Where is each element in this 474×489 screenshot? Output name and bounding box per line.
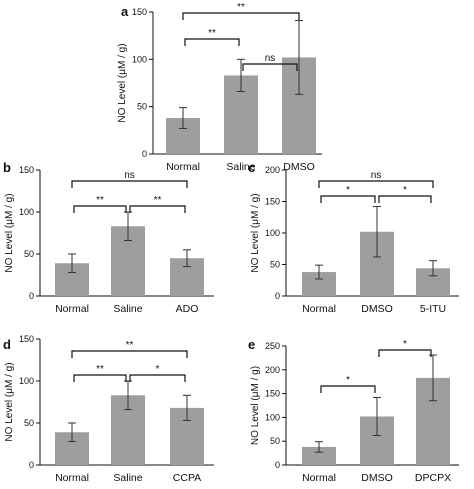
significance-bracket (71, 350, 188, 358)
y-tick-label: 150 (132, 7, 147, 17)
significance-bracket (378, 349, 432, 357)
y-tick-label: 0 (29, 291, 34, 301)
y-tick-label: 100 (19, 207, 34, 217)
category-label: Normal (166, 161, 200, 173)
chart-panel-b: b 0 50 100 150 NO Level (μM / g) Normal Saline A… (3, 160, 214, 315)
significance-label: ns (371, 170, 382, 181)
chart-panel-d: d 0 50 100 150 NO Level (μM / g) Normal Saline C… (3, 334, 214, 484)
significance-bracket (73, 374, 127, 382)
panel-label: d (3, 337, 11, 352)
y-tick-label: 50 (270, 260, 280, 270)
y-tick-label: 50 (24, 249, 34, 259)
panel-label: b (3, 160, 11, 175)
significance-label: ** (126, 340, 134, 351)
bar (302, 446, 336, 465)
y-tick-label: 200 (265, 165, 280, 175)
y-tick-label: 100 (19, 376, 34, 386)
chart-panel-e: e 0 50 100 150 200 250 NO Level (μM / g) Normal D… (248, 337, 459, 484)
significance-bracket (378, 195, 432, 203)
category-label: 5-ITU (420, 303, 446, 315)
category-label: ADO (176, 303, 199, 315)
chart-panel-a: a 0 50 100 150 NO Level (μM / g) Normal Saline D… (117, 2, 322, 173)
significance-bracket (129, 374, 186, 382)
category-label: Normal (55, 303, 89, 315)
significance-bracket (71, 180, 188, 188)
significance-label: ns (124, 170, 135, 181)
significance-label: * (403, 339, 407, 350)
category-label: Saline (113, 472, 142, 484)
y-axis-label: NO Level (μM / g) (250, 193, 261, 272)
significance-label: ns (265, 53, 276, 64)
category-label: Saline (226, 161, 255, 173)
y-tick-label: 50 (270, 436, 280, 446)
category-label: Saline (113, 303, 142, 315)
y-tick-label: 250 (265, 341, 280, 351)
chart-panel-c: c 0 50 100 150 200 NO Level (μM / g) Normal DMSO… (248, 160, 459, 315)
y-tick-label: 0 (275, 291, 280, 301)
category-label: CCPA (173, 472, 201, 484)
significance-label: ** (154, 195, 162, 206)
category-label: DPCPX (415, 472, 451, 484)
category-label: Normal (55, 472, 89, 484)
bar (302, 272, 336, 296)
y-tick-label: 150 (265, 197, 280, 207)
significance-bracket (242, 63, 298, 71)
y-tick-label: 50 (137, 102, 147, 112)
category-label: Normal (302, 303, 336, 315)
significance-label: ** (237, 2, 245, 13)
significance-label: * (403, 185, 407, 196)
significance-bracket (320, 195, 376, 203)
y-tick-label: 0 (275, 460, 280, 470)
y-tick-label: 100 (265, 228, 280, 238)
y-axis-label: NO Level (μM / g) (4, 362, 15, 441)
significance-label: * (346, 185, 350, 196)
y-axis-label: NO Level (μM / g) (250, 366, 261, 445)
panel-label: a (121, 4, 129, 19)
y-axis-label: NO Level (μM / g) (117, 43, 128, 122)
significance-bracket (318, 180, 434, 188)
significance-bracket (184, 38, 240, 46)
y-tick-label: 50 (24, 418, 34, 428)
significance-bracket (73, 205, 127, 213)
y-tick-label: 0 (142, 149, 147, 159)
significance-bracket (182, 12, 300, 20)
panel-label: c (248, 160, 255, 175)
significance-label: * (156, 364, 160, 375)
y-axis-label: NO Level (μM / g) (4, 193, 15, 272)
significance-label: ** (208, 28, 216, 39)
category-label: Normal (302, 472, 336, 484)
significance-bracket (320, 385, 376, 393)
significance-label: * (346, 375, 350, 386)
y-tick-label: 150 (19, 334, 34, 344)
y-tick-label: 200 (265, 365, 280, 375)
y-tick-label: 150 (19, 165, 34, 175)
significance-label: ** (96, 364, 104, 375)
significance-label: ** (96, 195, 104, 206)
y-tick-label: 150 (265, 389, 280, 399)
category-label: DMSO (361, 472, 393, 484)
category-label: DMSO (361, 303, 393, 315)
y-tick-label: 100 (132, 54, 147, 64)
y-tick-label: 100 (265, 412, 280, 422)
panel-label: e (248, 337, 255, 352)
category-label: DMSO (283, 161, 315, 173)
y-tick-label: 0 (29, 460, 34, 470)
significance-bracket (129, 205, 186, 213)
